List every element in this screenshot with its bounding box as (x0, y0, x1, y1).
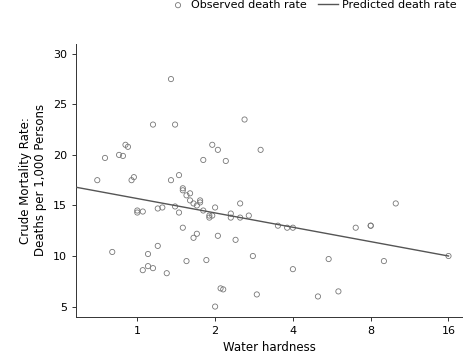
Observed death rate (199, 157, 207, 163)
Observed death rate (124, 144, 132, 150)
Observed death rate (257, 147, 265, 153)
Observed death rate (217, 285, 224, 291)
Observed death rate (179, 187, 187, 193)
Observed death rate (196, 198, 204, 203)
Observed death rate (175, 172, 183, 178)
Observed death rate (214, 147, 222, 153)
Observed death rate (183, 193, 190, 198)
Observed death rate (232, 237, 239, 243)
Observed death rate (208, 213, 216, 218)
X-axis label: Water hardness: Water hardness (222, 341, 316, 354)
Observed death rate (128, 177, 135, 183)
Y-axis label: Crude Mortality Rate:
Deaths per 1,000 Persons: Crude Mortality Rate: Deaths per 1,000 P… (20, 104, 48, 256)
Observed death rate (367, 223, 375, 229)
Observed death rate (237, 215, 244, 221)
Observed death rate (149, 265, 157, 271)
Observed death rate (253, 292, 261, 297)
Observed death rate (314, 293, 322, 299)
Observed death rate (289, 225, 297, 231)
Observed death rate (93, 177, 101, 183)
Observed death rate (130, 174, 138, 180)
Observed death rate (122, 142, 129, 148)
Legend: Observed death rate, Predicted death rate: Observed death rate, Predicted death rat… (168, 0, 456, 10)
Observed death rate (367, 223, 375, 229)
Observed death rate (241, 116, 248, 122)
Observed death rate (109, 249, 116, 255)
Observed death rate (211, 205, 219, 210)
Observed death rate (211, 304, 219, 309)
Observed death rate (190, 201, 198, 206)
Observed death rate (219, 286, 227, 292)
Observed death rate (196, 199, 204, 205)
Observed death rate (249, 253, 257, 259)
Observed death rate (167, 177, 175, 183)
Observed death rate (115, 152, 123, 158)
Observed death rate (214, 233, 222, 239)
Observed death rate (208, 142, 216, 148)
Observed death rate (154, 243, 161, 249)
Observed death rate (392, 201, 399, 206)
Observed death rate (352, 225, 359, 231)
Observed death rate (325, 256, 332, 262)
Observed death rate (144, 263, 152, 269)
Observed death rate (186, 198, 194, 203)
Observed death rate (193, 202, 201, 208)
Observed death rate (139, 209, 147, 214)
Observed death rate (167, 76, 175, 82)
Observed death rate (227, 215, 235, 221)
Observed death rate (183, 258, 190, 264)
Observed death rate (159, 205, 166, 210)
Observed death rate (163, 270, 170, 276)
Observed death rate (179, 225, 187, 231)
Observed death rate (335, 289, 342, 294)
Observed death rate (222, 158, 229, 164)
Observed death rate (227, 211, 235, 217)
Observed death rate (101, 155, 109, 161)
Observed death rate (133, 207, 141, 213)
Observed death rate (186, 190, 194, 196)
Observed death rate (274, 223, 282, 229)
Observed death rate (139, 267, 147, 273)
Observed death rate (190, 235, 198, 241)
Observed death rate (206, 215, 213, 221)
Observed death rate (133, 210, 141, 215)
Observed death rate (171, 203, 179, 209)
Observed death rate (179, 185, 187, 191)
Observed death rate (380, 258, 388, 264)
Observed death rate (193, 231, 201, 237)
Observed death rate (119, 153, 127, 159)
Observed death rate (144, 251, 152, 257)
Observed death rate (175, 210, 183, 215)
Observed death rate (171, 122, 179, 127)
Observed death rate (283, 225, 291, 231)
Observed death rate (149, 122, 157, 127)
Observed death rate (245, 213, 253, 218)
Observed death rate (445, 253, 452, 259)
Observed death rate (206, 213, 213, 218)
Observed death rate (154, 206, 161, 211)
Observed death rate (203, 257, 210, 263)
Observed death rate (289, 266, 297, 272)
Observed death rate (199, 207, 207, 213)
Observed death rate (237, 201, 244, 206)
